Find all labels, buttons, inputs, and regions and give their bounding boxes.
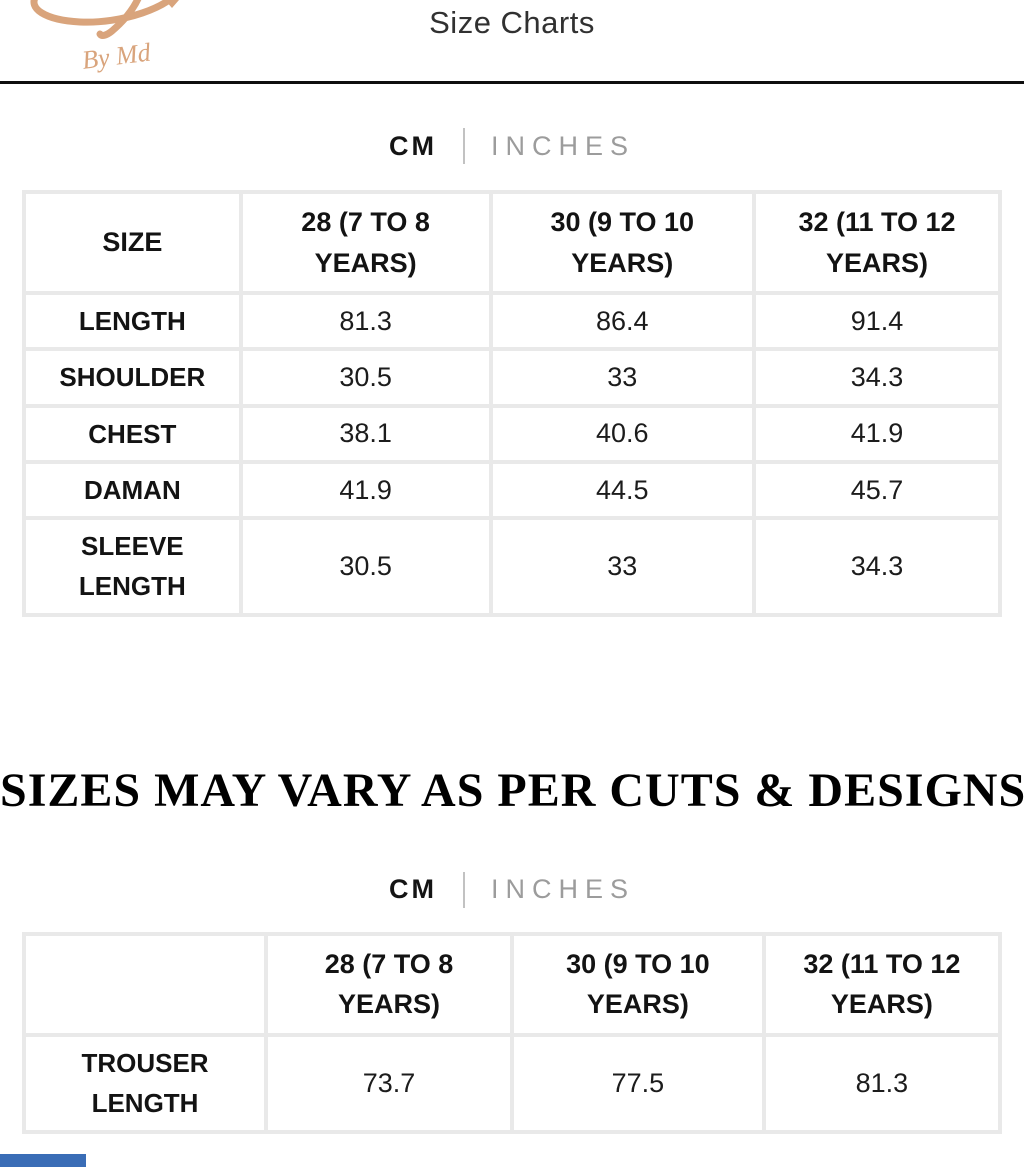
brand-logo[interactable]: By Md <box>22 0 192 84</box>
trouser-table: 28 (7 TO 8 YEARS) 30 (9 TO 10 YEARS) 32 … <box>21 931 1003 1134</box>
row-label: SLEEVE LENGTH <box>22 516 243 617</box>
unit-toggle: CM INCHES <box>0 871 1024 908</box>
column-header-28: 28 (7 TO 8 YEARS) <box>264 931 514 1037</box>
size-table: SIZE 28 (7 TO 8 YEARS) 30 (9 TO 10 YEARS… <box>22 190 1002 617</box>
measurement-value: 38.1 <box>238 403 493 464</box>
measurement-value: 40.6 <box>488 403 757 464</box>
header: By Md Size Charts <box>0 0 1024 84</box>
table-row-daman: DAMAN 41.9 44.5 45.7 <box>22 459 1002 521</box>
measurement-value: 30.5 <box>238 347 493 408</box>
unit-toggle-divider <box>462 871 465 908</box>
logo-script-text: By Md <box>80 38 153 75</box>
column-header-28: 28 (7 TO 8 YEARS) <box>238 190 493 295</box>
unit-inches-option[interactable]: INCHES <box>490 874 635 905</box>
table-row-chest: CHEST 38.1 40.6 41.9 <box>22 403 1002 464</box>
trouser-table-header-row: 28 (7 TO 8 YEARS) 30 (9 TO 10 YEARS) 32 … <box>21 931 1003 1037</box>
column-header-30: 30 (9 TO 10 YEARS) <box>488 190 757 295</box>
table-row-shoulder: SHOULDER 30.5 33 34.3 <box>22 347 1002 408</box>
table-row-length: LENGTH 81.3 86.4 91.4 <box>22 290 1002 352</box>
column-header-32: 32 (11 TO 12 YEARS) <box>752 190 1002 295</box>
row-label: DAMAN <box>22 459 243 521</box>
measurement-value: 34.3 <box>752 347 1002 408</box>
measurement-value: 33 <box>488 516 757 617</box>
measurement-value: 44.5 <box>488 459 757 521</box>
measurement-value: 41.9 <box>238 459 493 521</box>
unit-cm-option[interactable]: CM <box>388 130 437 161</box>
measurement-value: 77.5 <box>509 1032 766 1134</box>
measurement-value: 91.4 <box>752 290 1002 352</box>
unit-toggle: CM INCHES <box>0 128 1024 164</box>
unit-toggle-divider <box>462 128 465 164</box>
partial-bottom-blue-bar <box>0 1154 86 1167</box>
row-label: SHOULDER <box>22 347 243 408</box>
row-label: LENGTH <box>22 290 243 352</box>
row-label: CHEST <box>22 403 243 464</box>
measurement-value: 81.3 <box>238 290 493 352</box>
column-header-empty <box>21 931 269 1037</box>
measurement-value: 30.5 <box>238 516 493 617</box>
size-table-header-row: SIZE 28 (7 TO 8 YEARS) 30 (9 TO 10 YEARS… <box>22 190 1002 295</box>
measurement-value: 45.7 <box>752 459 1002 521</box>
measurement-value: 86.4 <box>488 290 757 352</box>
measurement-value: 41.9 <box>752 403 1002 464</box>
column-header-32: 32 (11 TO 12 YEARS) <box>761 931 1003 1037</box>
table-row-sleeve-length: SLEEVE LENGTH 30.5 33 34.3 <box>22 516 1002 617</box>
column-header-30: 30 (9 TO 10 YEARS) <box>509 931 766 1037</box>
size-variance-notice: SIZES MAY VARY AS PER CUTS & DESIGNS <box>0 763 1024 817</box>
page-title: Size Charts <box>429 5 595 40</box>
table-row-trouser-length: TROUSER LENGTH 73.7 77.5 81.3 <box>21 1032 1003 1134</box>
unit-cm-option[interactable]: CM <box>388 874 437 905</box>
measurement-value: 33 <box>488 347 757 408</box>
brand-logo-icon: By Md <box>30 0 179 75</box>
measurement-value: 81.3 <box>761 1032 1003 1134</box>
row-label: TROUSER LENGTH <box>21 1032 269 1134</box>
unit-inches-option[interactable]: INCHES <box>490 130 635 161</box>
column-header-size: SIZE <box>22 190 243 295</box>
measurement-value: 34.3 <box>752 516 1002 617</box>
measurement-value: 73.7 <box>264 1032 514 1134</box>
